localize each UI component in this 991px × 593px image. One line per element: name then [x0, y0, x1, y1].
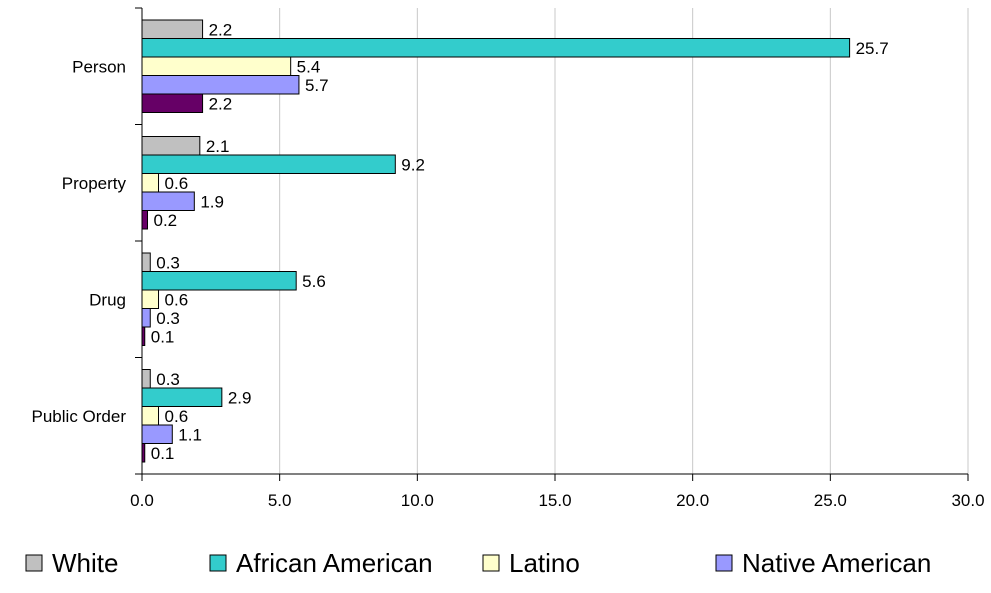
x-tick-label: 10.0: [401, 491, 434, 510]
data-label: 0.3: [156, 309, 180, 328]
bar: [141, 38, 851, 58]
data-label: 2.2: [209, 20, 233, 39]
bar: [141, 443, 146, 463]
bar: [141, 387, 223, 407]
bar: [141, 210, 149, 230]
data-label: 5.6: [302, 272, 326, 291]
data-label: 0.6: [165, 174, 189, 193]
legend-label: Latino: [509, 548, 580, 578]
category-label: Drug: [89, 290, 126, 309]
bar: [141, 75, 300, 95]
x-tick-label: 20.0: [676, 491, 709, 510]
bar: [141, 369, 151, 389]
data-label: 0.6: [165, 407, 189, 426]
data-label: 0.6: [165, 290, 189, 309]
data-label: 25.7: [856, 39, 889, 58]
x-tick-label: 15.0: [538, 491, 571, 510]
data-label: 0.2: [154, 211, 178, 230]
legend-label: African American: [236, 548, 433, 578]
bar: [141, 154, 396, 174]
category-label: Public Order: [32, 407, 127, 426]
x-tick-label: 25.0: [814, 491, 847, 510]
bar: [141, 326, 146, 346]
bar: [141, 93, 204, 113]
bar: [141, 308, 151, 328]
bar: [141, 406, 160, 426]
bar: [141, 19, 204, 39]
bar: [141, 191, 195, 211]
category-label: Person: [72, 57, 126, 76]
data-label: 2.2: [209, 94, 233, 113]
legend-swatch: [482, 554, 500, 572]
x-tick-label: 30.0: [951, 491, 984, 510]
data-label: 5.7: [305, 76, 329, 95]
bar: [141, 56, 292, 76]
bar: [141, 136, 201, 156]
data-label: 9.2: [401, 155, 425, 174]
data-label: 2.9: [228, 388, 252, 407]
data-label: 5.4: [297, 57, 321, 76]
data-label: 0.3: [156, 253, 180, 272]
data-label: 0.1: [151, 327, 175, 346]
legend-swatch: [209, 554, 227, 572]
x-tick-label: 0.0: [130, 491, 154, 510]
bar: [141, 173, 160, 193]
legend-swatch: [715, 554, 733, 572]
legend-label: White: [52, 548, 118, 578]
bar: [141, 289, 160, 309]
data-label: 2.1: [206, 137, 230, 156]
data-label: 1.9: [200, 192, 224, 211]
bar: [141, 271, 297, 291]
category-label: Property: [62, 174, 127, 193]
data-label: 0.1: [151, 444, 175, 463]
data-label: 0.3: [156, 370, 180, 389]
bar: [141, 252, 151, 272]
legend-label: Native American: [742, 548, 931, 578]
bar: [141, 424, 173, 444]
legend-swatch: [25, 554, 43, 572]
x-tick-label: 5.0: [268, 491, 292, 510]
data-label: 1.1: [178, 425, 202, 444]
